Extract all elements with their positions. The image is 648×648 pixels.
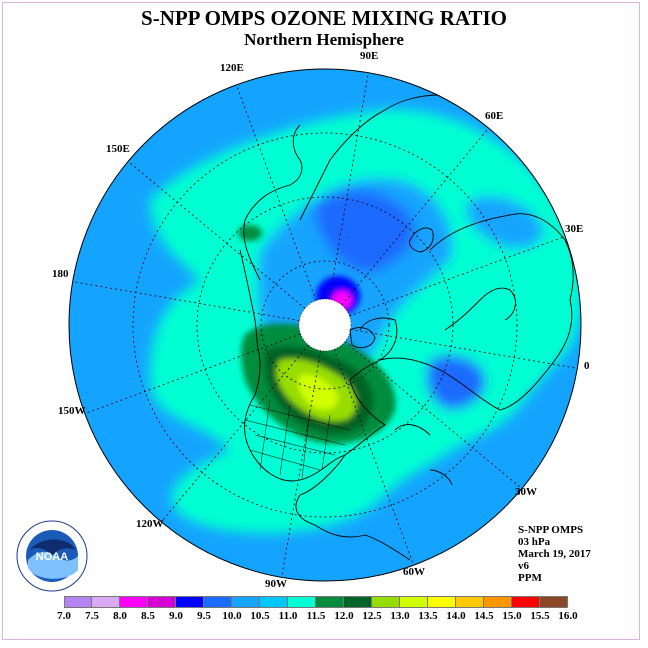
colorbar-swatch — [120, 596, 148, 608]
ozone-field — [69, 69, 581, 581]
lon-label-30w: 30W — [515, 486, 537, 498]
info-date: March 19, 2017 — [518, 548, 591, 560]
colorbar-label: 10.0 — [222, 610, 242, 622]
colorbar-swatch — [260, 596, 288, 608]
meridian-line — [84, 333, 301, 415]
meridian-line — [350, 329, 578, 369]
colorbar-label: 13.5 — [418, 610, 438, 622]
colorbar — [64, 596, 568, 608]
colorbar-swatch — [344, 596, 372, 608]
map-boundary — [68, 68, 582, 582]
colorbar-label: 13.0 — [390, 610, 410, 622]
colorbar-label: 12.0 — [334, 610, 354, 622]
colorbar-swatch — [540, 596, 568, 608]
lon-label-120e: 120E — [220, 62, 244, 74]
colorbar-swatch — [288, 596, 316, 608]
figure-frame — [2, 2, 640, 640]
colorbar-swatch — [400, 596, 428, 608]
polar-no-data — [299, 299, 351, 351]
info-block: S-NPP OMPS 03 hPa March 19, 2017 v6 PPM — [518, 524, 591, 584]
colorbar-label: 14.5 — [474, 610, 494, 622]
noaa-logo: NOAA — [16, 520, 88, 592]
lon-label-180: 180 — [52, 268, 69, 280]
field-12.5-13 — [298, 374, 339, 410]
meridian-line — [235, 84, 317, 301]
latitude-circles — [132, 132, 518, 518]
meridian-line — [341, 127, 489, 306]
colorbar-swatch — [316, 596, 344, 608]
colorbar-label: 7.5 — [85, 610, 99, 622]
field-9.5-10-atlantic — [426, 355, 486, 410]
meridian-line — [161, 344, 309, 523]
colorbar-label: 8.0 — [113, 610, 127, 622]
coastlines — [239, 94, 574, 561]
colorbar-labels: 7.0 7.5 8.0 8.5 9.0 9.5 10.0 10.5 11.0 11.5 12.0 12… — [0, 610, 648, 624]
colorbar-label: 10.5 — [250, 610, 270, 622]
meridian-line — [349, 235, 566, 317]
colorbar-label: 16.0 — [558, 610, 578, 622]
meridians — [72, 72, 578, 578]
colorbar-swatch — [372, 596, 400, 608]
colorbar-label: 11.5 — [306, 610, 326, 622]
field-9.5-10 — [315, 189, 415, 273]
lon-label-90w: 90W — [265, 578, 287, 590]
colorbar-swatch — [176, 596, 204, 608]
colorbar-swatch — [428, 596, 456, 608]
colorbar-swatch — [92, 596, 120, 608]
lon-label-90e: 90E — [360, 50, 379, 62]
lon-label-150e: 150E — [106, 143, 130, 155]
colorbar-label: 11.0 — [278, 610, 298, 622]
map-subtitle: Northern Hemisphere — [244, 30, 404, 49]
info-version: v6 — [518, 560, 529, 572]
colorbar-label: 8.5 — [141, 610, 155, 622]
colorbar-swatch — [484, 596, 512, 608]
meridian-line — [329, 72, 369, 300]
meridian-line — [127, 161, 306, 309]
colorbar-swatch — [456, 596, 484, 608]
colorbar-label: 9.5 — [197, 610, 211, 622]
colorbar-swatch — [512, 596, 540, 608]
colorbar-label: 7.0 — [57, 610, 71, 622]
info-instrument: S-NPP OMPS — [518, 524, 584, 536]
field-siberia — [466, 196, 545, 249]
lon-label-60w: 60W — [403, 566, 425, 578]
state-borders — [244, 399, 351, 479]
colorbar-swatch — [232, 596, 260, 608]
colorbar-label: 15.5 — [530, 610, 550, 622]
colorbar-label: 14.0 — [446, 610, 466, 622]
info-units: PPM — [518, 572, 542, 584]
lon-label-0: 0 — [584, 360, 590, 372]
meridian-line — [281, 350, 321, 578]
colorbar-label: 9.0 — [169, 610, 183, 622]
info-level: 03 hPa — [518, 536, 551, 548]
lon-label-120w: 120W — [136, 518, 164, 530]
colorbar-swatch — [204, 596, 232, 608]
colorbar-label: 15.0 — [502, 610, 522, 622]
map-title: S-NPP OMPS OZONE MIXING RATIO — [141, 6, 507, 30]
colorbar-swatch — [64, 596, 92, 608]
meridian-line — [333, 349, 415, 566]
colorbar-swatch — [148, 596, 176, 608]
meridian-line — [72, 281, 300, 321]
logo-text: NOAA — [36, 551, 68, 563]
lon-label-60e: 60E — [485, 110, 504, 122]
meridian-line — [344, 341, 523, 489]
field-alaska-patch — [238, 225, 262, 241]
lon-label-150w: 150W — [58, 405, 86, 417]
colorbar-label: 12.5 — [362, 610, 382, 622]
lon-label-30e: 30E — [565, 223, 584, 235]
